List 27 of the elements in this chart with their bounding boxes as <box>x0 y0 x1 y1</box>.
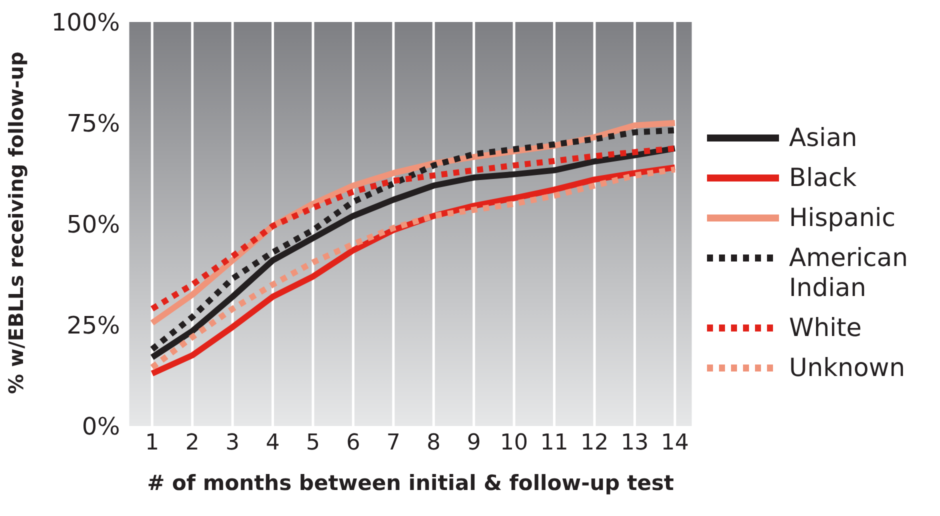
x-tick-label: 4 <box>266 430 280 456</box>
legend-label: American Indian <box>789 243 909 303</box>
x-tick-label: 10 <box>500 430 528 456</box>
x-tick-label: 6 <box>346 430 360 456</box>
x-tick-label: 3 <box>226 430 240 456</box>
x-tick-label: 12 <box>580 430 608 456</box>
x-tick-label: 13 <box>620 430 649 456</box>
y-tick-label: 100% <box>51 8 120 37</box>
legend-label: White <box>789 313 863 343</box>
x-tick-label: 2 <box>185 430 200 456</box>
x-tick-label: 9 <box>466 430 481 456</box>
y-tick-label: 75% <box>66 110 120 138</box>
y-tick-label: 50% <box>66 210 120 239</box>
x-axis-title: # of months between initial & follow-up test <box>147 471 674 495</box>
y-tick-label: 25% <box>66 312 120 340</box>
legend-label: Black <box>789 163 858 193</box>
x-tick-label: 1 <box>145 430 160 456</box>
x-tick-label: 7 <box>386 430 400 456</box>
y-tick-label: 0% <box>82 412 120 441</box>
x-tick-label: 5 <box>306 430 320 456</box>
y-axis-title: % w/EBLLs receiving follow-up <box>4 52 28 394</box>
legend-label: Hispanic <box>789 203 896 233</box>
legend-label: Asian <box>789 123 858 153</box>
x-tick-label: 8 <box>426 430 441 456</box>
x-tick-label: 14 <box>660 430 689 456</box>
x-tick-label: 11 <box>540 430 568 456</box>
legend-label: Unknown <box>789 353 906 383</box>
